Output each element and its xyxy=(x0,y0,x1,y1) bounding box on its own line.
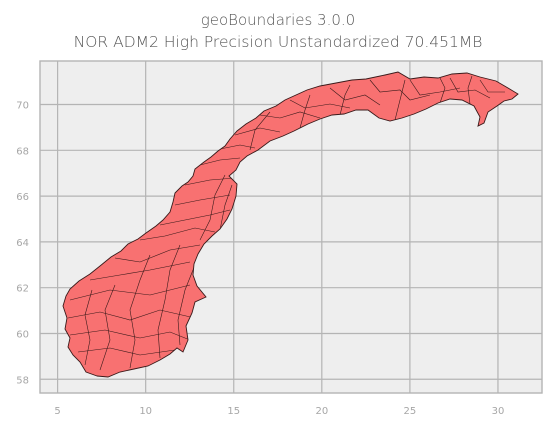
x-axis-ticks: 5 10 15 20 25 30 xyxy=(54,406,504,417)
x-tick-label: 30 xyxy=(492,406,505,417)
y-tick-label: 70 xyxy=(16,101,29,112)
x-tick-label: 10 xyxy=(139,406,152,417)
norway-adm2-map xyxy=(62,71,519,378)
y-axis-ticks: 58 60 62 64 66 68 70 xyxy=(16,101,29,387)
x-tick-label: 15 xyxy=(227,406,240,417)
y-tick-label: 68 xyxy=(16,146,29,157)
municipality-borders xyxy=(67,75,505,371)
y-tick-label: 64 xyxy=(16,238,29,249)
x-tick-label: 5 xyxy=(54,406,60,417)
grid-lines xyxy=(40,61,542,393)
y-tick-label: 62 xyxy=(16,284,29,295)
y-tick-label: 58 xyxy=(16,375,29,386)
x-tick-label: 25 xyxy=(404,406,417,417)
y-tick-label: 60 xyxy=(16,329,29,340)
x-tick-label: 20 xyxy=(315,406,328,417)
chart-subtitle: NOR ADM2 High Precision Unstandardized 7… xyxy=(73,33,483,51)
country-outline xyxy=(62,71,519,378)
chart-title: geoBoundaries 3.0.0 xyxy=(200,11,356,29)
y-tick-label: 66 xyxy=(16,192,29,203)
